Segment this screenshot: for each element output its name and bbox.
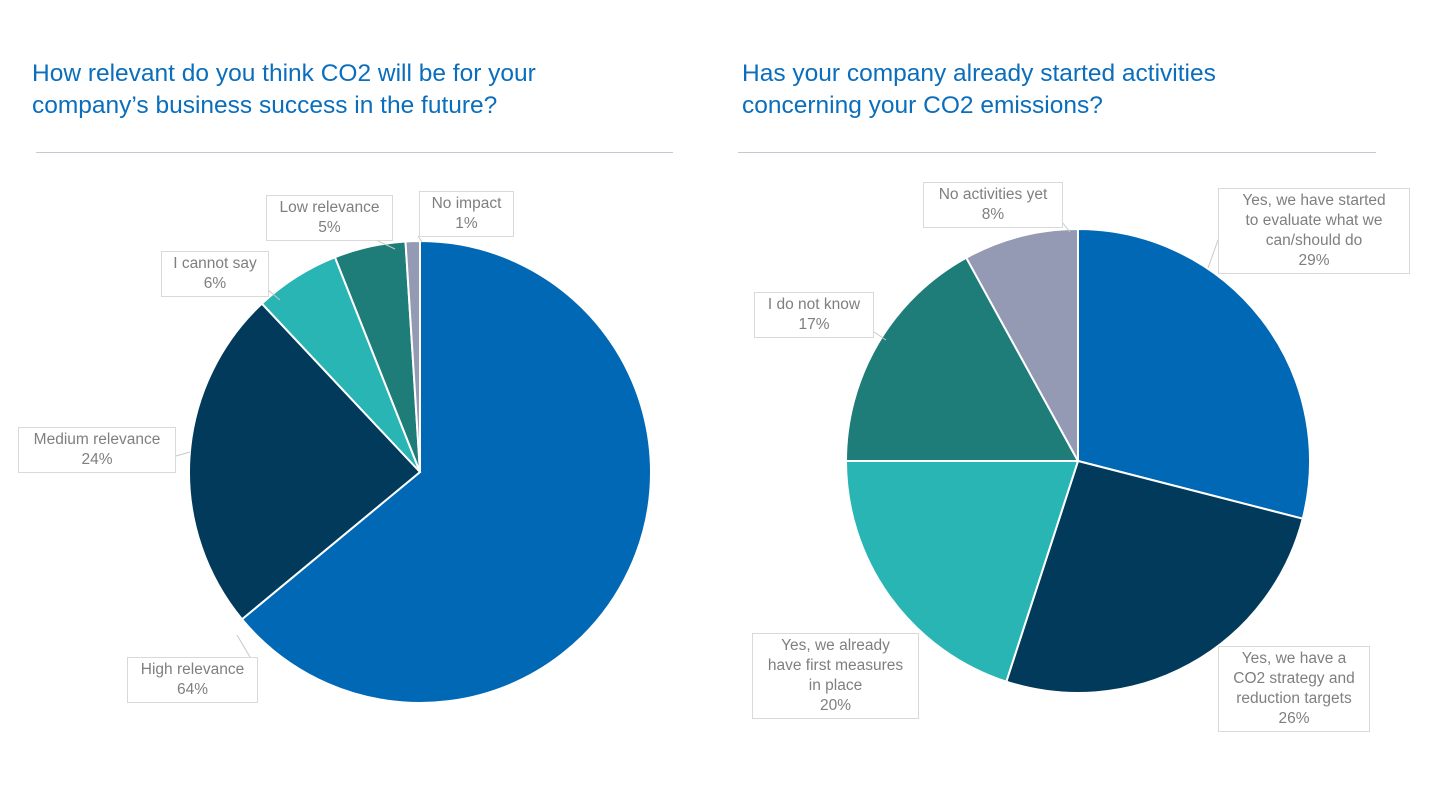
label-i-cannot-say: I cannot say 6% [161, 251, 269, 297]
leader-line [267, 289, 281, 301]
label-low-relevance: Low relevance 5% [266, 195, 393, 241]
leader-line [175, 451, 191, 457]
pie-slice-yes-we-have-started-to-evaluate-what-we-can-should-do [1077, 227, 1311, 520]
label-high-relevance: High relevance 64% [127, 657, 258, 703]
leader-line [417, 235, 423, 243]
label-do-not-know: I do not know 17% [754, 292, 874, 338]
leader-line [236, 634, 251, 658]
label-started-evaluate: Yes, we have started to evaluate what we c… [1218, 188, 1410, 274]
pie-slice-yes-we-have-a-co2-strategy-and-reduction-targets [1005, 459, 1304, 694]
pie-slice-medium-relevance [188, 302, 422, 621]
left-chart-title: How relevant do you think CO2 will be fo… [32, 58, 536, 122]
label-co2-strategy: Yes, we have a CO2 strategy and reduction … [1218, 646, 1370, 732]
leader-line [1207, 239, 1219, 269]
label-medium-relevance: Medium relevance 24% [18, 427, 176, 473]
divider [36, 152, 673, 153]
title-line: How relevant do you think CO2 will be fo… [32, 60, 536, 87]
leader-line [873, 331, 887, 341]
divider [738, 152, 1376, 153]
title-line: concerning your CO2 emissions? [742, 92, 1103, 119]
pie-slice-high-relevance [240, 239, 652, 704]
leader-line [377, 240, 396, 250]
right-chart-title: Has your company already started activit… [742, 58, 1216, 122]
title-line: company’s business success in the future… [32, 92, 498, 119]
label-first-measures: Yes, we already have first measures in pla… [752, 633, 919, 719]
pie-slice-i-do-not-know [844, 256, 1080, 462]
title-line: Has your company already started activit… [742, 60, 1216, 87]
pie-slice-no-activities-yet [964, 227, 1079, 462]
leader-line [1061, 221, 1071, 233]
label-no-impact: No impact 1% [419, 191, 514, 237]
pie-slice-yes-we-already-have-first-measures-in-place [844, 460, 1080, 683]
label-no-activities: No activities yet 8% [923, 182, 1063, 228]
pie-slice-no-impact [404, 239, 421, 473]
